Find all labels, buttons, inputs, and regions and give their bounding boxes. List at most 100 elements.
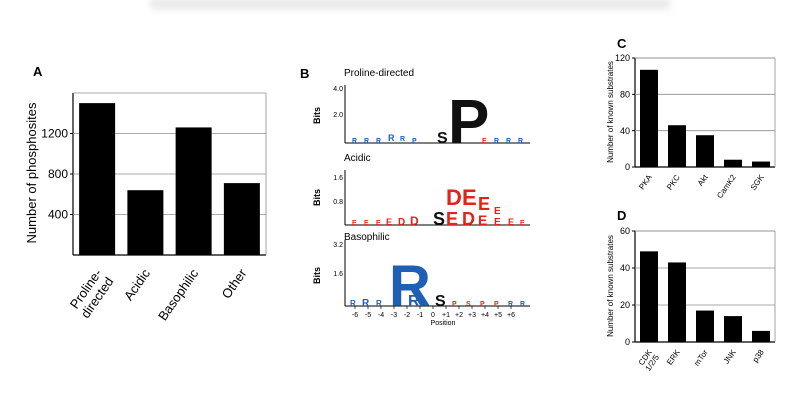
logo-position-label: -2	[404, 312, 410, 319]
logo-ylabel-basophilic: Bits	[312, 267, 322, 284]
bar-d-0	[640, 251, 658, 342]
logo-letter: R	[364, 138, 369, 145]
svg-text:R: R	[508, 301, 513, 308]
svg-text:E: E	[478, 194, 490, 214]
logo-letter: R	[352, 138, 357, 145]
svg-text:R: R	[520, 301, 525, 308]
y-tick-label-c: 0	[625, 162, 630, 172]
bar-a-1	[127, 190, 164, 255]
svg-text:D: D	[398, 217, 405, 228]
svg-text:E: E	[520, 220, 525, 227]
svg-text:E: E	[446, 209, 458, 229]
svg-text:S: S	[435, 293, 446, 310]
svg-text:D: D	[410, 214, 419, 228]
logo-letter: R	[494, 138, 499, 145]
svg-text:S: S	[466, 301, 471, 308]
y-tick-label-c: 120	[615, 53, 630, 63]
svg-text:E: E	[494, 217, 501, 228]
logo-ytick-basophilic-0: 3.2	[333, 242, 343, 249]
logo-position-ticks: -6 -5 -4 -3 -2 -1 0 +1 +2 +3 +4 +5 +6	[352, 306, 515, 319]
y-tick-label-d: 20	[620, 300, 630, 310]
svg-text:P: P	[452, 301, 457, 308]
bar-a-2	[175, 127, 212, 255]
svg-text:D: D	[462, 209, 475, 229]
logo-ylabel-acidic: Bits	[312, 189, 322, 206]
logo-title-basophilic: Basophilic	[344, 232, 390, 243]
y-tick-label-a: 400	[48, 208, 68, 222]
bar-d-1	[668, 262, 686, 342]
logo-letter: E	[482, 138, 487, 145]
logo-position-label: -1	[417, 312, 423, 319]
bar-d-4	[752, 330, 770, 342]
logo-ytick-proline-1: 2.0	[333, 112, 343, 119]
logo-ytick-basophilic-1: 1.6	[333, 271, 343, 278]
logo-title-acidic: Acidic	[344, 153, 371, 164]
logo-ytick-acidic-1: 0.8	[333, 199, 343, 206]
panel-letter-c: C	[617, 36, 627, 51]
logo-position-label: -6	[352, 312, 358, 319]
svg-text:E: E	[478, 212, 487, 228]
bar-c-0	[640, 69, 658, 167]
y-tick-label-c: 40	[620, 126, 630, 136]
svg-text:E: E	[386, 217, 392, 227]
logo-letter: R	[506, 138, 511, 145]
bar-d-3	[724, 316, 742, 342]
bar-c-3	[724, 159, 742, 167]
y-tick-label-c: 80	[620, 89, 630, 99]
logo-position-label: -3	[391, 312, 397, 319]
y-axis-label-c: Number of known substrates	[606, 61, 615, 163]
svg-text:P: P	[494, 301, 499, 308]
y-axis-label-d: Number of known substrates	[606, 235, 615, 337]
svg-text:R: R	[362, 298, 370, 309]
logo-ytick-proline-0: 4.0	[333, 86, 343, 93]
logo-xlabel: Position	[431, 320, 456, 327]
logo-ytick-acidic-0: 1.6	[333, 175, 343, 182]
bar-c-2	[696, 135, 714, 167]
panel-letter-d: D	[617, 208, 627, 223]
y-tick-label-d: 0	[625, 337, 630, 347]
logo-letter: R	[388, 133, 395, 143]
logo-position-label: +4	[481, 312, 489, 319]
bar-c-4	[752, 161, 770, 167]
logo-position-label: +3	[468, 312, 476, 319]
logo-letter: P	[412, 138, 417, 145]
logo-letter-s: S	[437, 130, 448, 147]
logo-acidic: Acidic Bits 1.6 0.8 E E E E D D E D D E …	[312, 153, 530, 229]
logo-position-label: +6	[507, 312, 515, 319]
svg-text:E: E	[508, 217, 514, 227]
logo-letter: R	[400, 136, 405, 143]
logo-letter: R	[376, 138, 381, 145]
logo-letter-p: P	[448, 88, 489, 157]
top-shadow	[150, 0, 670, 14]
svg-text:R: R	[408, 293, 420, 310]
logo-position-label: +2	[455, 312, 463, 319]
svg-text:E: E	[352, 220, 357, 227]
logo-proline-directed: Proline-directed Bits 4.0 2.0 R R R R R …	[312, 68, 530, 157]
panel-letter-b: B	[300, 66, 310, 81]
svg-text:D: D	[446, 185, 462, 210]
logo-letter: R	[518, 138, 523, 145]
svg-text:R: R	[389, 254, 431, 319]
svg-text:R: R	[421, 299, 427, 308]
bar-c-1	[668, 125, 686, 167]
bar-d-2	[696, 310, 714, 342]
logo-ylabel-proline: Bits	[312, 107, 322, 124]
logo-position-label: -5	[365, 312, 371, 319]
y-tick-label-a: 800	[48, 167, 68, 181]
svg-text:R: R	[350, 299, 356, 308]
logo-position-label: +5	[494, 312, 502, 319]
bar-a-3	[223, 183, 260, 255]
y-tick-label-d: 60	[620, 226, 630, 236]
logo-position-label: 0	[431, 312, 435, 319]
y-tick-label-a: 1200	[41, 127, 68, 141]
svg-text:E: E	[364, 220, 369, 227]
logo-basophilic: Basophilic Bits 3.2 1.6 R R R R R R R R …	[312, 232, 530, 327]
svg-text:E: E	[376, 220, 381, 227]
svg-text:E: E	[494, 206, 501, 217]
y-tick-label-d: 40	[620, 263, 630, 273]
bar-a-0	[79, 103, 116, 255]
logo-position-label: +1	[442, 312, 450, 319]
